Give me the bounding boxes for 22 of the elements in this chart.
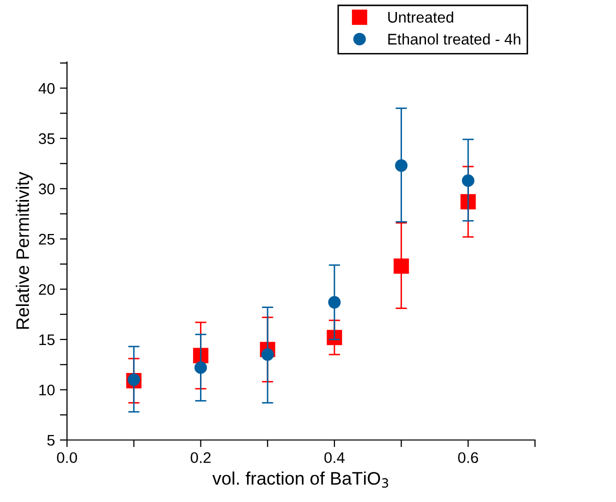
x-tick-label: 0.0	[56, 452, 78, 464]
point	[462, 174, 474, 187]
legend-label: Ethanol treated - 4h	[388, 33, 520, 45]
x-axis-title: vol. fraction of BaTiO$_{3}$	[212, 472, 388, 488]
point	[394, 258, 409, 274]
y-tick-label: 30	[38, 184, 55, 194]
y-tick-label: 15	[39, 334, 55, 346]
point	[328, 296, 341, 309]
y-tick-label: 25	[38, 234, 55, 245]
legend-label: Untreated	[388, 11, 454, 23]
point	[194, 361, 207, 374]
point	[261, 348, 274, 361]
y-axis-title: Relative Permittivity	[16, 172, 33, 329]
x-tick-label: 0.6	[458, 452, 478, 464]
y-tick-label: 20	[38, 284, 55, 295]
x-tick-label: 0.2	[190, 452, 211, 464]
y-tick-label: 35	[38, 133, 55, 144]
x-tick-label: 0.4	[324, 452, 345, 464]
y-tick-label: 40	[38, 83, 55, 94]
y-tick-label: 5	[47, 435, 55, 446]
y-tick-label: 10	[39, 384, 55, 396]
point	[395, 159, 408, 172]
